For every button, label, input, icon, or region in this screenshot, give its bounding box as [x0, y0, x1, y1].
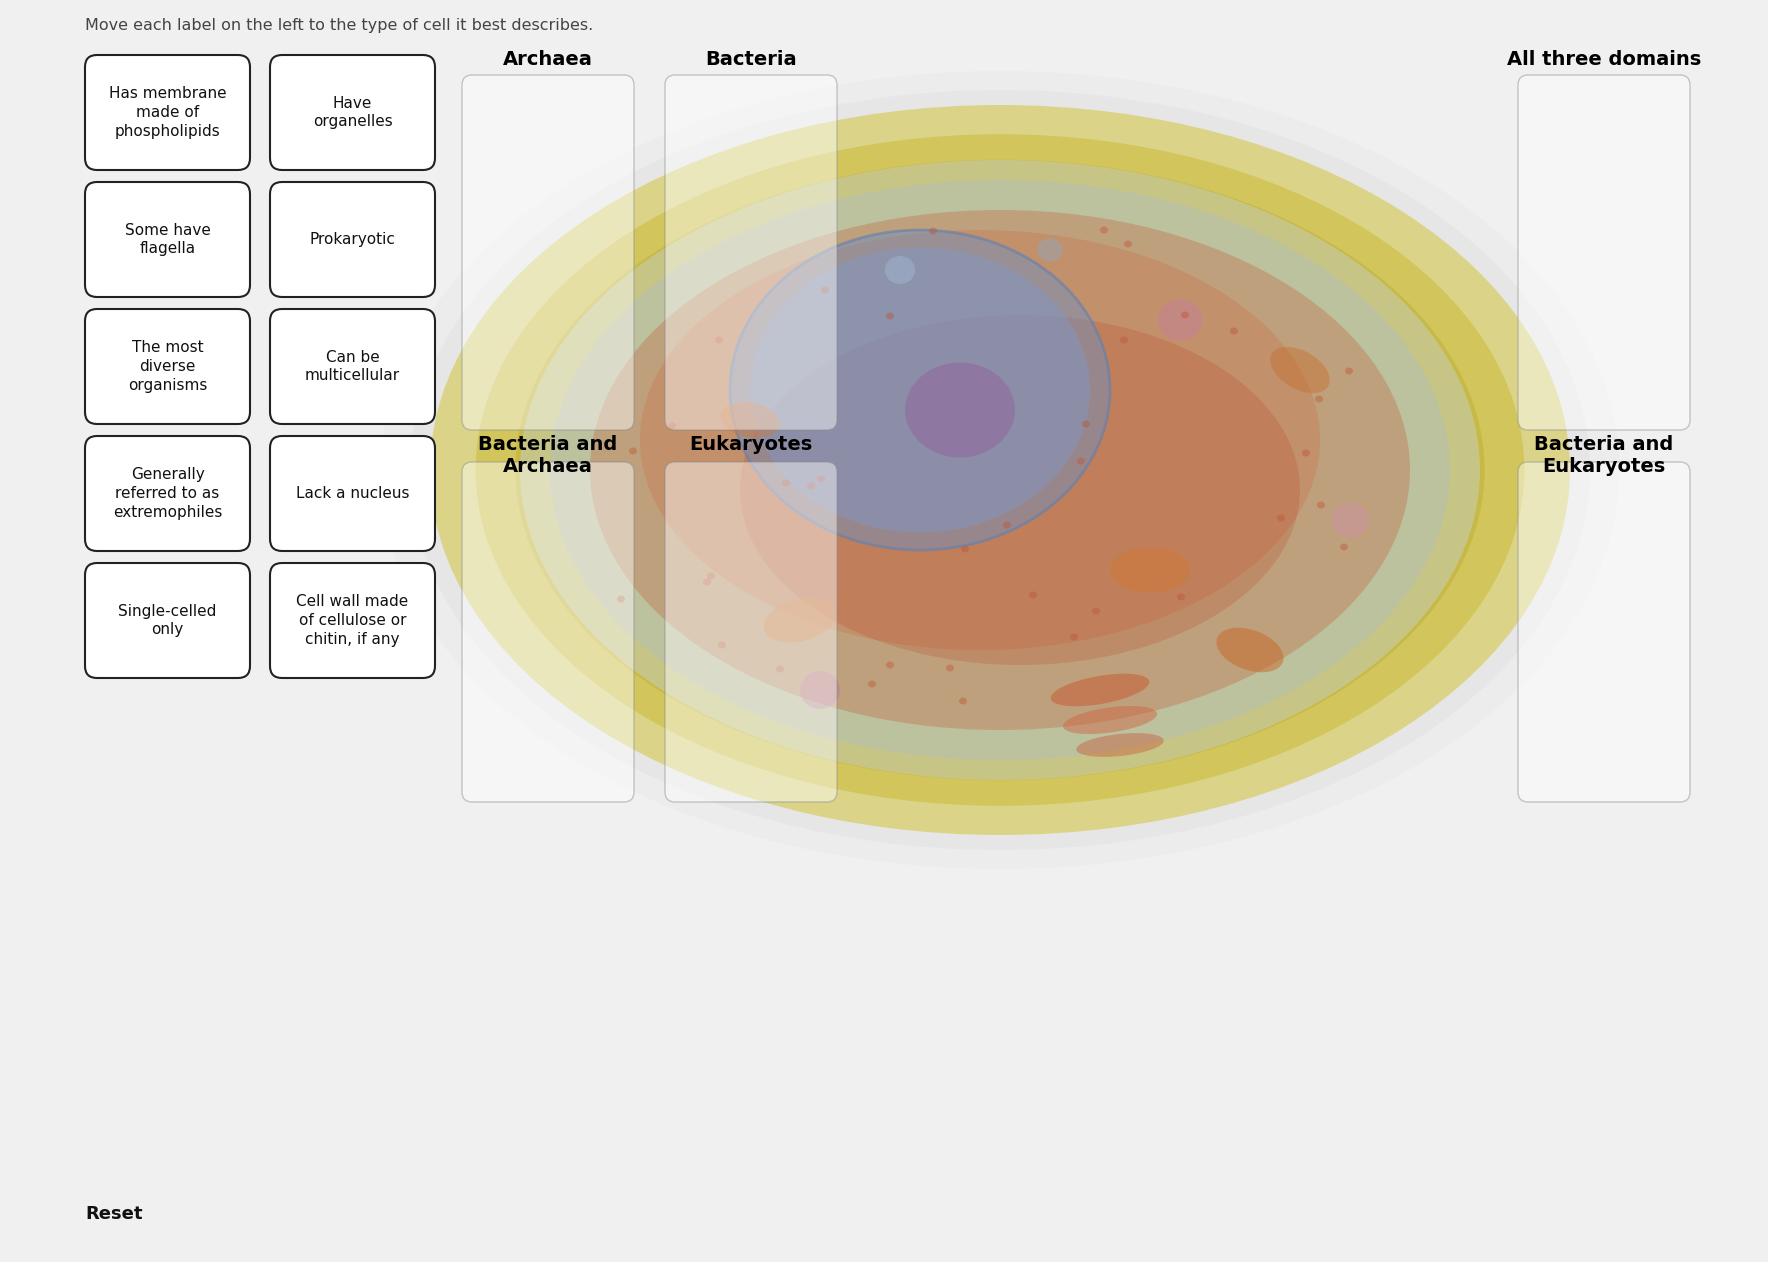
Ellipse shape	[1331, 502, 1368, 538]
Ellipse shape	[550, 180, 1450, 760]
Text: Prokaryotic: Prokaryotic	[309, 232, 396, 247]
Ellipse shape	[1063, 705, 1156, 734]
Ellipse shape	[1038, 239, 1063, 261]
Ellipse shape	[718, 641, 727, 649]
Ellipse shape	[1177, 593, 1185, 601]
Ellipse shape	[1340, 544, 1347, 550]
Text: Lack a nucleus: Lack a nucleus	[295, 486, 408, 501]
Ellipse shape	[741, 316, 1299, 665]
Ellipse shape	[629, 448, 636, 454]
Ellipse shape	[1231, 328, 1238, 334]
Ellipse shape	[1269, 347, 1330, 394]
FancyBboxPatch shape	[461, 74, 635, 430]
Ellipse shape	[720, 403, 780, 438]
Ellipse shape	[799, 671, 840, 709]
Ellipse shape	[905, 362, 1015, 458]
Ellipse shape	[1070, 634, 1078, 641]
Ellipse shape	[1093, 607, 1100, 615]
Ellipse shape	[962, 545, 969, 553]
Ellipse shape	[1124, 241, 1132, 247]
Ellipse shape	[764, 597, 836, 642]
Ellipse shape	[1050, 674, 1149, 707]
Ellipse shape	[750, 247, 1091, 533]
FancyBboxPatch shape	[85, 563, 249, 678]
Ellipse shape	[668, 423, 675, 429]
Ellipse shape	[928, 227, 937, 235]
Ellipse shape	[958, 698, 967, 704]
Text: Bacteria and
Archaea: Bacteria and Archaea	[479, 435, 617, 476]
Ellipse shape	[886, 256, 916, 284]
Ellipse shape	[704, 578, 711, 586]
Ellipse shape	[1082, 420, 1091, 428]
Text: Bacteria and
Eukaryotes: Bacteria and Eukaryotes	[1535, 435, 1674, 476]
Ellipse shape	[707, 573, 714, 579]
Ellipse shape	[520, 160, 1480, 780]
Ellipse shape	[1100, 226, 1109, 233]
Ellipse shape	[776, 665, 783, 673]
FancyBboxPatch shape	[271, 56, 435, 170]
Text: Archaea: Archaea	[504, 50, 592, 69]
Text: Move each label on the left to the type of cell it best describes.: Move each label on the left to the type …	[85, 18, 594, 33]
Ellipse shape	[781, 480, 790, 486]
Ellipse shape	[1276, 515, 1285, 521]
Text: Some have
flagella: Some have flagella	[124, 222, 210, 256]
FancyBboxPatch shape	[1519, 74, 1690, 430]
FancyBboxPatch shape	[85, 182, 249, 297]
Text: Has membrane
made of
phospholipids: Has membrane made of phospholipids	[108, 86, 226, 139]
Ellipse shape	[1077, 733, 1163, 757]
FancyBboxPatch shape	[271, 435, 435, 551]
Ellipse shape	[886, 661, 895, 669]
Ellipse shape	[817, 476, 826, 482]
Ellipse shape	[1119, 337, 1128, 343]
Ellipse shape	[714, 337, 723, 343]
Ellipse shape	[886, 313, 895, 319]
Text: Bacteria: Bacteria	[705, 50, 797, 69]
Ellipse shape	[1315, 395, 1322, 403]
Ellipse shape	[730, 230, 1110, 550]
Ellipse shape	[476, 134, 1524, 806]
FancyBboxPatch shape	[85, 56, 249, 170]
FancyBboxPatch shape	[271, 182, 435, 297]
FancyBboxPatch shape	[271, 563, 435, 678]
Text: Eukaryotes: Eukaryotes	[690, 435, 813, 454]
Ellipse shape	[1158, 299, 1202, 341]
FancyBboxPatch shape	[665, 462, 836, 801]
Ellipse shape	[430, 105, 1570, 835]
FancyBboxPatch shape	[85, 309, 249, 424]
Ellipse shape	[1317, 501, 1324, 509]
Ellipse shape	[820, 286, 829, 294]
Ellipse shape	[1110, 548, 1190, 592]
Text: Have
organelles: Have organelles	[313, 96, 392, 129]
Ellipse shape	[806, 482, 815, 490]
FancyBboxPatch shape	[665, 74, 836, 430]
Text: Cell wall made
of cellulose or
chitin, if any: Cell wall made of cellulose or chitin, i…	[297, 594, 408, 646]
Text: Reset: Reset	[85, 1205, 143, 1223]
Ellipse shape	[1002, 521, 1011, 529]
Ellipse shape	[1181, 312, 1190, 318]
Text: All three domains: All three domains	[1506, 50, 1701, 69]
Ellipse shape	[1216, 627, 1284, 673]
FancyBboxPatch shape	[461, 462, 635, 801]
Ellipse shape	[1077, 458, 1086, 464]
FancyBboxPatch shape	[271, 309, 435, 424]
Ellipse shape	[1029, 592, 1038, 598]
FancyBboxPatch shape	[1519, 462, 1690, 801]
Ellipse shape	[640, 230, 1321, 650]
Ellipse shape	[617, 596, 626, 602]
Text: Can be
multicellular: Can be multicellular	[304, 350, 400, 384]
Ellipse shape	[946, 665, 955, 671]
Ellipse shape	[410, 90, 1589, 851]
Text: Generally
referred to as
extremophiles: Generally referred to as extremophiles	[113, 467, 223, 520]
Ellipse shape	[516, 160, 1485, 780]
Text: The most
diverse
organisms: The most diverse organisms	[127, 341, 207, 392]
Ellipse shape	[380, 71, 1619, 870]
Ellipse shape	[1345, 367, 1353, 375]
FancyBboxPatch shape	[85, 435, 249, 551]
Ellipse shape	[868, 680, 875, 688]
Text: Single-celled
only: Single-celled only	[118, 603, 217, 637]
Ellipse shape	[591, 209, 1411, 729]
Ellipse shape	[1301, 449, 1310, 457]
